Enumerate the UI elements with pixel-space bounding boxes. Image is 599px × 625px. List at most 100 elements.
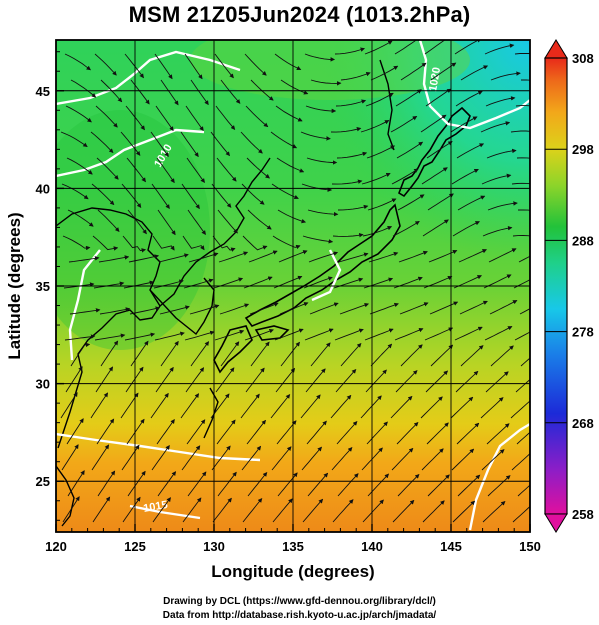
colorbar-tick-label: 258	[572, 507, 594, 522]
streamline	[338, 252, 369, 263]
streamline	[154, 331, 185, 341]
streamline	[515, 105, 530, 107]
streamline	[306, 420, 327, 445]
streamline	[517, 484, 530, 497]
streamline	[459, 300, 488, 315]
streamline	[247, 209, 272, 230]
streamline	[455, 370, 479, 393]
streamline	[457, 195, 486, 211]
streamline	[485, 371, 509, 393]
y-tick-label: 35	[36, 279, 50, 294]
streamline	[92, 235, 119, 251]
streamline	[279, 302, 309, 315]
streamline	[332, 499, 354, 523]
streamline	[366, 421, 388, 445]
streamline	[429, 301, 459, 315]
streamline	[244, 329, 274, 341]
streamline	[247, 472, 268, 497]
streamline	[245, 367, 265, 393]
streamline	[156, 418, 175, 445]
graticule	[56, 40, 530, 532]
streamline	[390, 115, 418, 133]
streamline	[306, 157, 338, 165]
streamline	[460, 65, 489, 81]
streamline	[398, 250, 428, 263]
streamline	[480, 121, 511, 133]
streamline	[245, 105, 269, 128]
streamline	[91, 183, 115, 206]
streamline	[336, 151, 368, 159]
streamline	[64, 334, 96, 341]
streamline	[120, 131, 141, 156]
coastline-japan	[213, 106, 471, 374]
streamline	[308, 251, 339, 263]
streamline	[369, 302, 399, 315]
streamline	[420, 396, 443, 419]
streamline	[214, 329, 245, 341]
streamline	[157, 471, 177, 497]
streamline	[481, 173, 512, 185]
streamline	[395, 89, 422, 107]
streamline	[430, 344, 454, 367]
streamline	[368, 251, 399, 263]
streamline	[340, 71, 371, 81]
streamline	[156, 157, 175, 184]
streamline	[332, 232, 364, 238]
streamline	[121, 183, 142, 208]
streamline	[392, 499, 415, 523]
streamline	[515, 378, 530, 393]
streamline	[96, 157, 119, 180]
streamline	[152, 235, 175, 251]
streamline	[519, 308, 530, 315]
streamline	[307, 209, 339, 217]
streamline	[66, 157, 93, 175]
streamline	[424, 327, 454, 341]
streamline	[399, 302, 429, 315]
streamline	[367, 198, 397, 211]
streamline	[246, 157, 270, 179]
contour-label: 1015	[142, 499, 168, 515]
streamline	[454, 326, 483, 341]
streamline	[361, 172, 391, 185]
streamline	[271, 183, 299, 200]
streamline	[480, 397, 504, 419]
streamline	[154, 53, 173, 80]
streamline	[391, 447, 414, 471]
streamline	[452, 221, 480, 237]
streamline	[215, 105, 236, 130]
credit-data: Data from http://database.rish.kyoto-u.a…	[162, 610, 437, 621]
streamline	[331, 447, 353, 471]
streamline	[394, 328, 424, 341]
streamline	[486, 148, 517, 159]
streamline	[122, 496, 141, 523]
y-tick-label: 40	[36, 181, 50, 196]
streamline	[70, 79, 97, 98]
streamline	[280, 79, 309, 95]
x-axis-label: Longitude (degrees)	[211, 562, 374, 581]
streamline	[274, 53, 302, 71]
colorbar-tick-label: 268	[572, 416, 594, 431]
streamline	[421, 167, 448, 185]
x-tick-label: 135	[282, 539, 304, 554]
streamline	[182, 235, 205, 251]
streamline	[244, 53, 267, 76]
streamline	[300, 131, 331, 141]
streamline	[65, 366, 83, 393]
streamline	[370, 65, 399, 81]
streamline	[90, 392, 109, 419]
streamline	[92, 496, 111, 523]
streamline	[396, 141, 424, 159]
streamline	[514, 52, 530, 55]
streamline	[337, 204, 369, 211]
streamline	[272, 498, 293, 523]
streamline	[183, 278, 214, 289]
streamline	[185, 367, 205, 393]
streamline	[274, 328, 304, 341]
streamline	[159, 305, 190, 315]
streamline	[277, 472, 298, 497]
streamline	[99, 307, 131, 315]
streamline	[517, 209, 530, 211]
streamline	[181, 445, 201, 471]
streamline	[215, 367, 235, 393]
streamline	[482, 500, 506, 523]
